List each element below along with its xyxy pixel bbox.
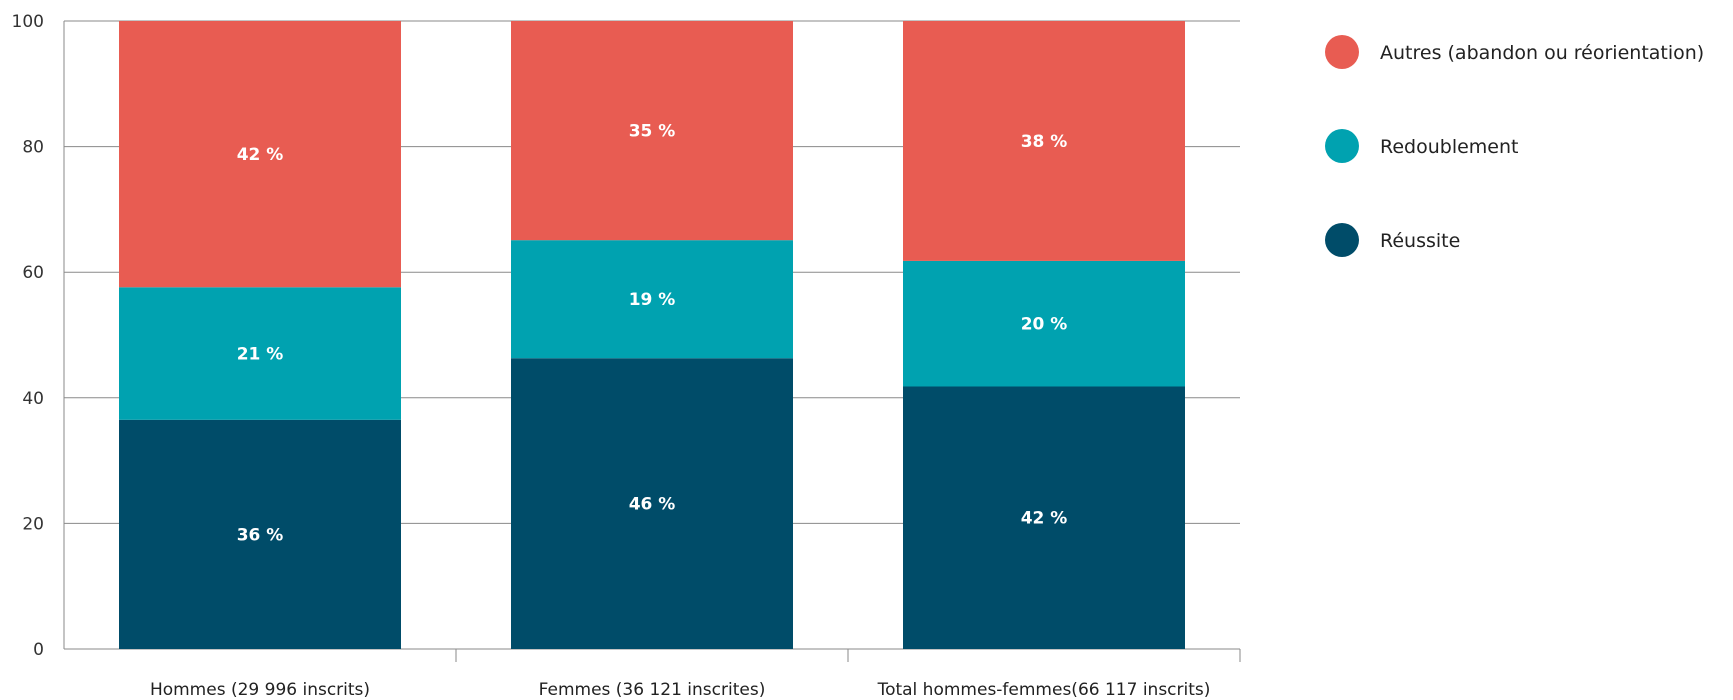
legend-label: Redoublement <box>1380 136 1518 158</box>
data-label: 42 % <box>237 145 284 165</box>
legend: Autres (abandon ou réorientation) Redoubl… <box>1325 35 1704 257</box>
bar-segment <box>903 260 1185 387</box>
bar-segment <box>903 21 1185 261</box>
y-tick-label: 0 <box>33 640 44 660</box>
x-category-label: Hommes (29 996 inscrits) <box>150 680 370 700</box>
y-tick-label: 60 <box>22 263 44 283</box>
legend-swatch <box>1325 223 1359 257</box>
data-label: 35 % <box>629 122 676 142</box>
y-tick-label: 80 <box>22 138 44 158</box>
bar-segment <box>903 386 1185 649</box>
bar-segment <box>119 419 401 649</box>
axes <box>63 21 1241 662</box>
data-label: 42 % <box>1021 509 1068 529</box>
data-label: 36 % <box>237 525 284 545</box>
bar-segment <box>511 358 793 649</box>
legend-label: Réussite <box>1380 230 1460 252</box>
bar-segments <box>119 21 1185 649</box>
data-labels: 36 % 21 % 42 % 46 % 19 % 35 % 42 % 20 % 38 % <box>237 122 1068 546</box>
x-category-label: Total hommes-femmes(66 117 inscrits) <box>877 680 1211 700</box>
category-labels: Hommes (29 996 inscrits) Femmes (36 121 i… <box>150 680 1210 700</box>
bar-segment <box>119 287 401 420</box>
data-label: 19 % <box>629 290 676 310</box>
y-tick-label: 20 <box>22 514 44 534</box>
data-label: 21 % <box>237 345 284 365</box>
legend-swatch <box>1325 35 1359 69</box>
bar-segment <box>119 21 401 288</box>
legend-label: Autres (abandon ou réorientation) <box>1380 42 1704 64</box>
data-label: 46 % <box>629 495 676 515</box>
x-category-label: Femmes (36 121 inscrites) <box>539 680 766 700</box>
data-label: 20 % <box>1021 315 1068 335</box>
y-tick-labels: 0 20 40 60 80 100 <box>12 12 44 660</box>
y-tick-label: 40 <box>22 389 44 409</box>
data-label: 38 % <box>1021 132 1068 152</box>
bar-segment <box>511 240 793 359</box>
bar-segment <box>511 21 793 241</box>
y-tick-label: 100 <box>12 12 44 32</box>
legend-swatch <box>1325 129 1359 163</box>
